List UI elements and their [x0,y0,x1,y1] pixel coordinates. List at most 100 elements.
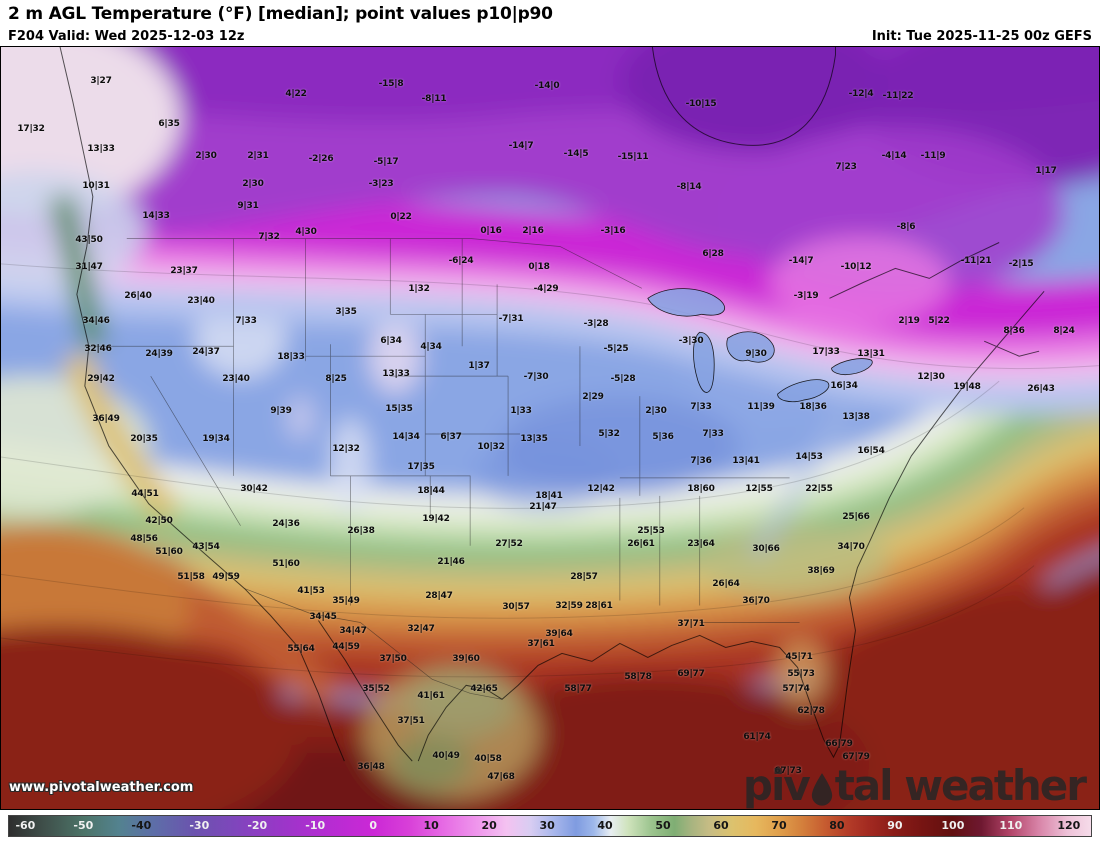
point-value: 55|64 [287,644,315,654]
point-value: 55|73 [787,669,815,679]
point-value: 7|33 [702,429,724,439]
point-value: 14|53 [795,452,823,462]
point-value: 26|40 [124,291,152,301]
point-value: -3|19 [793,291,819,301]
point-value: -4|14 [881,151,907,161]
colorbar-tick-label: 40 [597,819,613,832]
point-value: 21|46 [437,557,465,567]
point-value: -10|12 [840,262,872,272]
contour-lines-layer [1,263,1099,678]
point-value: 37|61 [527,639,555,649]
point-value: -8|14 [676,182,702,192]
point-value: -11|9 [920,151,946,161]
point-value: 2|19 [898,316,920,326]
point-value: 9|31 [237,201,259,211]
point-value: 8|24 [1053,326,1075,336]
point-value: 30|42 [240,484,268,494]
great-lakes-layer [647,288,873,403]
point-value: 34|47 [339,626,367,636]
point-value: 36|49 [92,414,120,424]
point-value: 48|56 [130,534,158,544]
point-value: 25|53 [637,526,665,536]
point-value: 30|66 [752,544,780,554]
point-value: 14|33 [142,211,170,221]
temperature-map-svg [1,47,1099,809]
point-value: 51|60 [155,547,183,557]
point-value: 0|22 [390,212,412,222]
colorbar-tick-label: 20 [481,819,497,832]
point-value: -3|28 [583,319,609,329]
point-value: 37|50 [379,654,407,664]
point-value: 13|31 [857,349,885,359]
colorbar-tick-label: 110 [999,819,1023,832]
colorbar-tick-label: 90 [887,819,903,832]
colorbar-tick-label: 80 [829,819,845,832]
point-value: -5|17 [373,157,399,167]
point-value: 17|32 [17,124,45,134]
point-value: 26|64 [712,579,740,589]
point-value: 19|48 [953,382,981,392]
point-value: -8|11 [421,94,447,104]
point-value: -5|25 [603,344,629,354]
point-value: -5|28 [610,374,636,384]
point-value: 37|51 [397,716,425,726]
point-value: 12|30 [917,372,945,382]
point-value: 1|37 [468,361,490,371]
point-value: 19|34 [202,434,230,444]
colorbar: -60 -50 -40 -30 -20 -10 0 10 20 30 40 50 60 70 80 90 100… [0,810,1100,850]
point-value: 14|34 [392,432,420,442]
colorbar-tick-label: 10 [423,819,439,832]
point-value: 28|57 [570,572,598,582]
point-value: -14|5 [563,149,589,159]
point-value: 41|53 [297,586,325,596]
colorbar-tick-label: -60 [15,819,36,832]
colorbar-tick-label: 120 [1057,819,1081,832]
point-value: 18|41 [535,491,563,501]
point-value: 2|31 [247,151,269,161]
point-value: 18|60 [687,484,715,494]
logo-text-piv: piv [742,761,811,810]
colorbar-tick-label: 100 [941,819,965,832]
point-value: 6|35 [158,119,180,129]
point-value: -15|11 [617,152,649,162]
point-value: 17|33 [812,347,840,357]
point-value: -2|26 [308,154,334,164]
title-bar: 2 m AGL Temperature (°F) [median]; point… [0,0,1100,26]
point-value: 32|59 [555,601,583,611]
point-value: 8|36 [1003,326,1025,336]
point-value: 2|30 [195,151,217,161]
point-value: 1|17 [1035,166,1057,176]
point-value: 4|30 [295,227,317,237]
map-canvas: 3|27 4|22 -15|8 -8|11 -14|0 -10|15 -12|4 -11|22… [0,46,1100,810]
point-value: 62|78 [797,706,825,716]
point-value: 39|64 [545,629,573,639]
point-value: 13|33 [87,144,115,154]
colorbar-tick-label: -20 [247,819,268,832]
point-value: -11|21 [960,256,992,266]
point-value: -3|23 [368,179,394,189]
point-value: 34|45 [309,612,337,622]
point-value: 4|22 [285,89,307,99]
point-value: 51|58 [177,572,205,582]
point-value: 13|41 [732,456,760,466]
point-value: 13|35 [520,434,548,444]
point-value: -15|8 [378,79,404,89]
point-value: 22|55 [805,484,833,494]
init-time: Init: Tue 2025-11-25 00z GEFS [871,28,1092,44]
point-value: 41|61 [417,691,445,701]
point-value: -7|30 [523,372,549,382]
point-value: 3|35 [335,307,357,317]
point-value: 61|74 [743,732,771,742]
colorbar-tick-label: -50 [73,819,94,832]
point-value: -10|15 [685,99,717,109]
colorbar-tick-label: 30 [539,819,555,832]
point-value: -8|6 [896,222,916,232]
point-value: 4|34 [420,342,442,352]
pivotal-weather-logo: piv tal weather [742,761,1087,810]
point-value: 10|32 [477,442,505,452]
point-value: 45|71 [785,652,813,662]
point-value: 36|70 [742,596,770,606]
point-value: 17|35 [407,462,435,472]
point-value: 42|50 [145,516,173,526]
point-value: 57|74 [782,684,810,694]
